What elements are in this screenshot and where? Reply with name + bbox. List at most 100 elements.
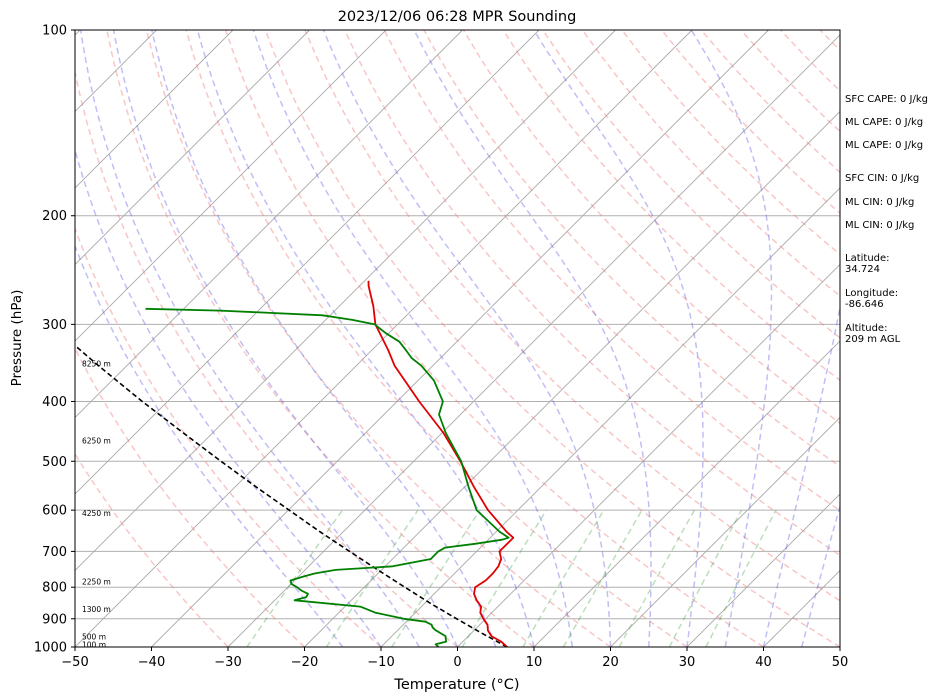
y-tick-label: 300	[42, 318, 67, 333]
mixing-ratio-line	[668, 509, 743, 647]
latitude-label: Latitude:	[845, 253, 890, 264]
x-tick-label: −50	[61, 655, 88, 670]
longitude-label: Longitude:	[845, 288, 899, 299]
isotherm-line	[75, 30, 387, 342]
x-tick-label: 40	[755, 655, 772, 670]
dry-adiabat	[185, 30, 688, 647]
background-lines	[0, 30, 840, 647]
stat-sfc-cin: SFC CIN: 0 J/kg	[845, 173, 919, 184]
moist-adiabat	[79, 30, 420, 647]
isotherm-line	[380, 187, 840, 647]
y-tick-label: 200	[42, 209, 67, 224]
y-tick-label: 1000	[34, 641, 67, 656]
mixing-ratio-line	[705, 509, 777, 647]
y-tick-label: 900	[42, 612, 67, 627]
moist-adiabat	[75, 243, 344, 647]
mixing-ratio-line	[522, 509, 605, 647]
x-tick-label: 50	[832, 655, 849, 670]
y-tick-label: 800	[42, 581, 67, 596]
longitude-info: Longitude: -86.646	[845, 288, 898, 310]
moist-adiabat	[151, 30, 497, 647]
moist-adiabat	[533, 30, 704, 647]
stat-ml-cin-2: ML CIN: 0 J/kg	[845, 220, 914, 231]
stat-text: SFC CIN: 0 J/kg	[845, 173, 920, 184]
isotherm-line	[75, 30, 310, 266]
altitude-info: Altitude: 209 m AGL	[845, 323, 900, 345]
height-label: 6250 m	[82, 437, 111, 446]
moist-adiabat	[413, 30, 652, 647]
x-tick-label: −40	[138, 655, 165, 670]
x-tick-label: 10	[526, 655, 543, 670]
moist-adiabat	[112, 30, 459, 647]
moist-adiabat	[762, 303, 840, 647]
x-tick-label: 20	[602, 655, 619, 670]
temperature-profile-line	[367, 280, 515, 647]
isotherm-line	[610, 416, 840, 647]
stat-ml-cape: ML CAPE: 0 J/kg	[845, 117, 923, 128]
height-label: 1300 m	[82, 605, 111, 614]
dry-adiabat	[304, 30, 840, 602]
y-tick-label: 400	[42, 395, 67, 410]
dry-adiabat	[264, 30, 840, 647]
isotherm-line	[686, 493, 840, 647]
stat-ml-cin: ML CIN: 0 J/kg	[845, 197, 914, 208]
x-tick-label: −20	[291, 655, 318, 670]
isotherm-line	[75, 30, 234, 189]
x-axis-label: Temperature (°C)	[393, 677, 519, 693]
isotherm-line	[533, 340, 840, 647]
isotherm-line	[75, 30, 463, 419]
dry-adiabat	[75, 226, 382, 647]
dry-adiabat	[383, 30, 840, 512]
stat-text: SFC CAPE: 0 J/kg	[845, 94, 928, 105]
mixing-ratio-line	[391, 509, 481, 647]
moist-adiabat	[75, 147, 382, 647]
mixing-ratio-line	[618, 509, 696, 647]
dry-adiabat	[75, 346, 306, 647]
chart-title: 2023/12/06 06:28 MPR Sounding	[338, 9, 577, 25]
moist-adiabat	[322, 30, 612, 647]
moist-adiabat	[690, 30, 773, 647]
moist-adiabat	[196, 30, 535, 647]
y-tick-label: 700	[42, 545, 67, 560]
altitude-label: Altitude:	[845, 323, 888, 334]
altitude-value: 209 m AGL	[845, 334, 901, 345]
stat-text: ML CIN: 0 J/kg	[845, 197, 915, 208]
x-tick-label: 30	[679, 655, 696, 670]
moist-adiabat	[252, 30, 574, 647]
plot-frame	[74, 29, 841, 648]
y-tick-label: 500	[42, 455, 67, 470]
x-tick-label: −10	[367, 655, 394, 670]
mixing-ratio-line	[325, 509, 419, 647]
stat-text: ML CAPE: 0 J/kg	[845, 117, 924, 128]
stat-text: ML CIN: 0 J/kg	[845, 220, 915, 231]
profile-lines	[75, 280, 515, 647]
height-label: 2250 m	[82, 577, 111, 586]
isotherm-line	[227, 34, 840, 647]
mixing-ratio-line	[562, 509, 643, 647]
height-label: 4250 m	[82, 509, 111, 518]
y-axis-label: Pressure (hPa)	[9, 290, 25, 387]
dry-adiabat	[343, 30, 840, 557]
dewpoint-profile-line	[145, 307, 510, 647]
stat-ml-cape-2: ML CAPE: 0 J/kg	[845, 140, 923, 151]
height-label: 8250 m	[82, 359, 111, 368]
stat-text: ML CAPE: 0 J/kg	[845, 140, 924, 151]
isotherm-line	[75, 30, 540, 495]
y-tick-label: 600	[42, 504, 67, 519]
dry-adiabat	[145, 30, 611, 647]
axes: −50 −40 −30 −20 −10 0 10 20 30 40 50 100 200 300 400 50…	[34, 24, 848, 671]
dry-adiabat	[75, 68, 458, 647]
dry-adiabat	[106, 30, 535, 647]
dry-adiabat	[423, 30, 840, 468]
isotherm-line	[75, 30, 616, 572]
longitude-value: -86.646	[845, 299, 884, 310]
mixing-ratio-line	[461, 509, 548, 647]
isotherm-line	[457, 263, 840, 647]
chart-labels: 2023/12/06 06:28 MPR Sounding Temperatur…	[9, 9, 576, 693]
x-tick-label: −30	[214, 655, 241, 670]
mixing-ratio-line	[246, 509, 344, 647]
isotherm-line	[0, 30, 4, 647]
parcel-profile-line	[75, 344, 508, 647]
y-tick-label: 100	[42, 24, 67, 39]
